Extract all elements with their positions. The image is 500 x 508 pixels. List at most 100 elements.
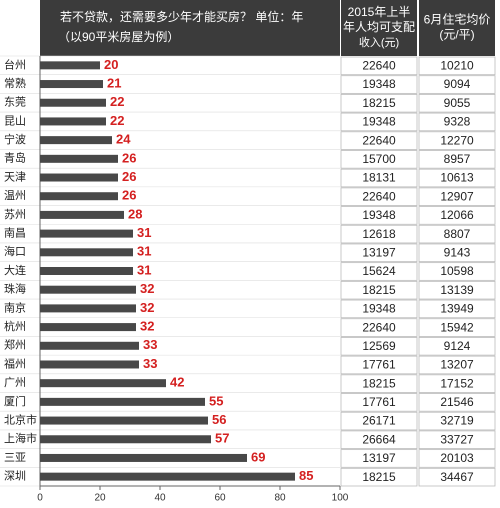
table-value: 18215	[362, 376, 396, 390]
table-value: 18215	[362, 470, 396, 484]
table-cell	[418, 393, 496, 412]
table-cell	[340, 75, 418, 94]
y-tick-label: 台州	[4, 57, 26, 71]
value-label: 32	[140, 319, 154, 334]
table-value: 19348	[362, 208, 396, 222]
bar	[40, 472, 295, 481]
value-label: 32	[140, 281, 154, 296]
table-cell	[418, 449, 496, 468]
column-header: 6月住宅均价	[424, 12, 491, 27]
value-label: 26	[122, 188, 136, 203]
table-value: 22640	[362, 320, 396, 334]
table-value: 22640	[362, 189, 396, 203]
table-cell	[418, 187, 496, 206]
value-label: 55	[209, 393, 223, 408]
y-tick-label: 福州	[4, 356, 26, 370]
table-cell	[340, 150, 418, 169]
x-tick-label: 100	[332, 493, 349, 504]
y-tick-label: 苏州	[4, 208, 26, 221]
table-value: 34467	[440, 470, 474, 484]
header-background	[40, 0, 340, 56]
table-cell	[340, 449, 418, 468]
table-value: 15624	[362, 264, 396, 278]
y-tick-label: 海口	[4, 244, 26, 258]
bar	[40, 341, 139, 350]
value-label: 20	[104, 57, 118, 72]
table-cell	[418, 467, 496, 487]
x-tick-label: 20	[94, 493, 106, 504]
value-label: 32	[140, 300, 154, 315]
table-value: 22640	[362, 59, 396, 73]
bar	[40, 210, 124, 219]
table-cell	[418, 318, 496, 337]
y-tick-label: 天津	[4, 170, 26, 183]
table-cell	[340, 393, 418, 412]
column-header-background	[341, 0, 417, 56]
table-value: 9124	[444, 339, 471, 353]
table-value: 9055	[444, 96, 471, 110]
value-label: 22	[110, 94, 124, 109]
y-tick-label: 广州	[4, 376, 26, 389]
table-cell	[418, 131, 496, 150]
table-value: 12569	[362, 339, 396, 353]
table-value: 17761	[362, 395, 396, 409]
y-tick-label: 青岛	[4, 151, 26, 165]
bar	[40, 154, 118, 163]
y-tick-label: 大连	[4, 263, 26, 277]
y-tick-label: 杭州	[4, 319, 26, 333]
table-value: 15700	[362, 152, 396, 166]
bar	[40, 379, 166, 388]
table-cell	[340, 337, 418, 356]
bar	[40, 117, 106, 126]
table-cell	[418, 374, 496, 393]
table-cell	[418, 355, 496, 375]
table-cell	[340, 131, 418, 150]
value-label: 24	[116, 132, 131, 147]
chart-subtitle: （以90平米房屋为例）	[58, 29, 179, 44]
column-header: 收入(元)	[359, 35, 399, 49]
table-value: 13139	[440, 283, 474, 297]
bar	[40, 229, 133, 238]
value-label: 57	[215, 431, 229, 446]
y-tick-label: 郑州	[4, 338, 26, 352]
bar	[40, 248, 133, 257]
value-label: 31	[137, 244, 151, 259]
y-tick-label: 南京	[4, 300, 26, 314]
table-value: 19348	[362, 302, 396, 316]
value-label: 22	[110, 113, 124, 128]
table-value: 26171	[362, 414, 396, 428]
table-value: 32719	[440, 414, 474, 428]
table-cell	[418, 112, 496, 132]
table-cell	[340, 112, 418, 132]
table-value: 18131	[362, 171, 396, 185]
table-cell	[340, 262, 418, 281]
table-value: 15942	[440, 320, 474, 334]
table-value: 8957	[444, 152, 471, 166]
table-value: 13197	[362, 245, 396, 259]
bar	[40, 267, 133, 275]
bar	[40, 136, 112, 145]
y-tick-label: 深圳	[4, 470, 26, 483]
table-value: 10598	[440, 264, 474, 278]
table-cell	[418, 93, 496, 113]
bar	[40, 323, 136, 332]
value-label: 69	[251, 449, 265, 464]
y-tick-label: 温州	[4, 189, 26, 202]
table-value: 19348	[362, 115, 396, 129]
table-cell	[340, 280, 418, 300]
table-cell	[340, 93, 418, 113]
table-value: 13949	[440, 302, 474, 316]
table-value: 20103	[440, 451, 474, 465]
table-value: 9143	[444, 245, 471, 259]
bar	[40, 304, 136, 313]
table-cell	[418, 280, 496, 300]
value-label: 31	[137, 225, 151, 240]
bar	[40, 285, 136, 294]
column-header-background	[419, 0, 495, 56]
table-cell	[340, 430, 418, 450]
x-tick-label: 0	[37, 493, 43, 504]
y-tick-label: 珠海	[4, 282, 26, 296]
table-cell	[418, 75, 496, 94]
table-cell	[418, 224, 496, 244]
